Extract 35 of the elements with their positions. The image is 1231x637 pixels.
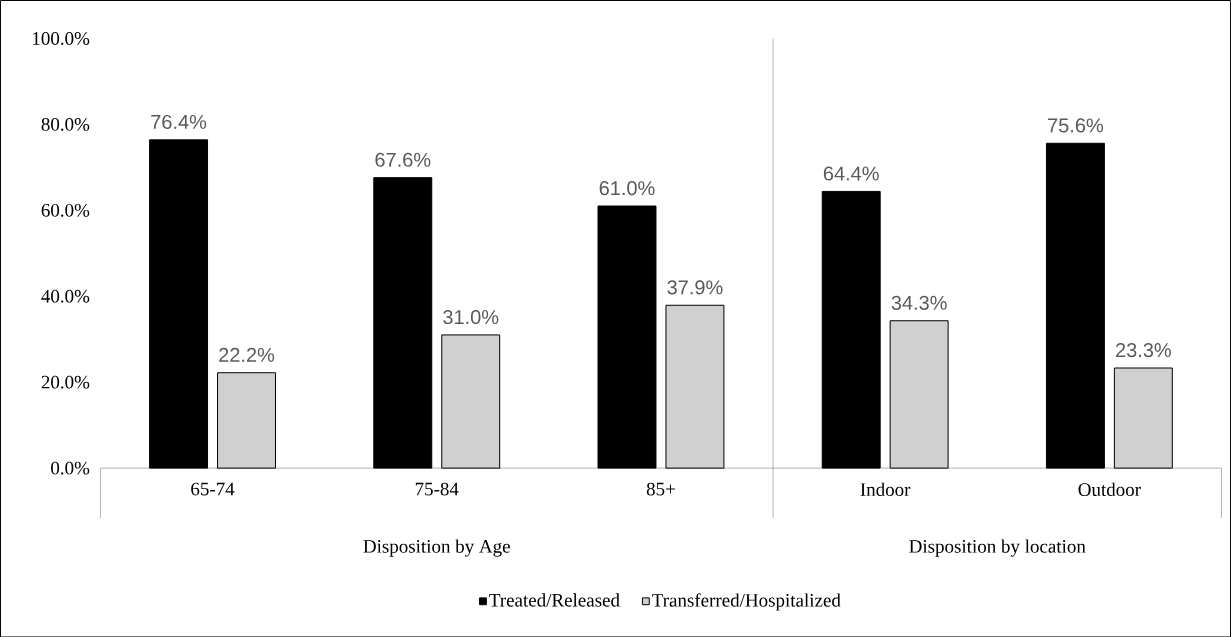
data-label: 75.6% [1048,118,1104,133]
y-tick-label: 20.0% [41,375,90,389]
x-tick-label: Indoor [860,482,911,496]
bar [665,304,725,469]
data-label: 76.4% [151,114,207,129]
y-tick-label: 60.0% [41,203,90,217]
x-tick-label: Outdoor [1078,482,1141,496]
bar [1113,367,1173,469]
bar [889,320,949,469]
legend-label: Treated/Released [489,593,620,607]
data-label: 37.9% [667,280,723,295]
bar [217,372,276,469]
bar [373,176,433,469]
legend-label: Transferred/Hospitalized [652,592,841,611]
text: Disposition by location [909,539,1086,557]
bar [441,334,501,469]
y-tick-label: 100.0% [33,31,90,45]
data-label: 22.2% [219,347,275,362]
data-label: 61.0% [599,180,655,195]
x-tick-label: 75-84 [415,482,459,496]
x-tick-label: 85+ [646,482,675,496]
x-tick-label: 65-74 [191,482,235,496]
data-label: 34.3% [891,295,947,310]
bar [1045,142,1105,469]
y-tick-label: 0.0% [51,461,90,475]
data-label: 67.6% [375,152,431,167]
bar [597,205,657,469]
text: Disposition by Age [363,539,510,557]
data-label: 64.4% [823,166,879,181]
bar [821,190,881,469]
y-tick-label: 80.0% [41,117,90,131]
data-label: 23.3% [1116,342,1171,357]
y-tick-label: 40.0% [41,289,90,303]
bar [149,139,209,469]
data-label: 31.0% [443,309,499,324]
